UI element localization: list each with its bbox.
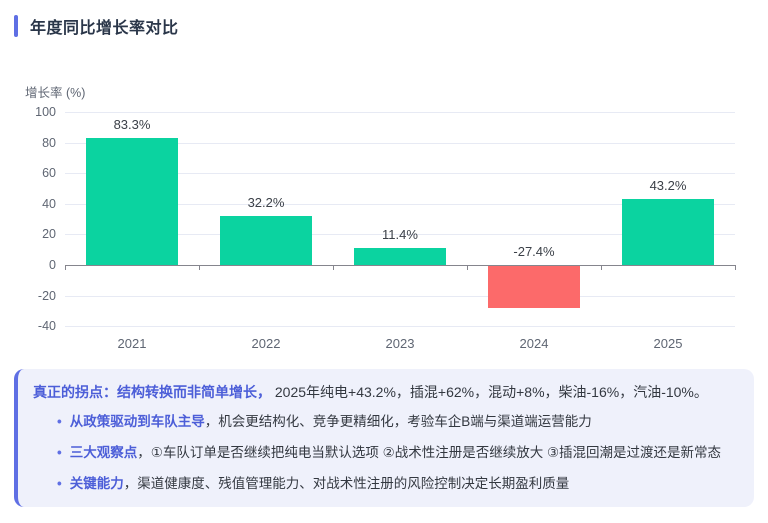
bar-value-label: -27.4% xyxy=(513,244,555,259)
bar-2025[interactable] xyxy=(622,198,714,265)
insight-bullet-capability: • 关键能力，渠道健康度、残值管理能力、对战术性注册的风险控制决定长期盈利质量 xyxy=(57,473,738,495)
x-tick-label: 2021 xyxy=(117,336,147,351)
bullet-strong: 三大观察点 xyxy=(69,445,138,460)
bullet-dot-icon: • xyxy=(57,476,62,491)
bullet-dot-icon: • xyxy=(57,445,62,460)
y-tick-label: -20 xyxy=(37,288,56,303)
growth-chart-section: 增长率 (%) 100 80 60 40 20 0 -20 -40 83.3% 2021 32.2%… xyxy=(0,82,768,356)
insight-card: 真正的拐点：结构转换而非简单增长， 2025年纯电+43.2%，插混+62%，混… xyxy=(14,369,754,507)
axis-tick xyxy=(601,265,602,270)
axis-tick xyxy=(735,265,736,270)
insight-lead-rest: 2025年纯电+43.2%，插混+62%，混动+8%，柴油-16%，汽油-10%… xyxy=(274,384,708,400)
insight-lead-strong: 真正的拐点：结构转换而非简单增长， xyxy=(33,384,271,400)
x-tick-label: 2023 xyxy=(385,336,415,351)
bullet-strong: 从政策驱动到车队主导 xyxy=(69,414,205,429)
bullet-strong: 关键能力 xyxy=(69,476,124,491)
grid-line xyxy=(65,112,735,113)
axis-tick xyxy=(65,265,66,270)
grid-line xyxy=(65,326,735,328)
bar-2023[interactable] xyxy=(354,247,446,265)
insight-bullet-observations: • 三大观察点，①车队订单是否继续把纯电当默认选项 ②战术性注册是否继续放大 ③插… xyxy=(57,442,738,464)
grid-line xyxy=(65,173,735,175)
bar-value-label: 11.4% xyxy=(382,226,418,242)
bar-value-label: 83.3% xyxy=(113,116,151,132)
y-tick-label: 60 xyxy=(42,166,56,181)
page-title: 年度同比增长率对比 xyxy=(30,20,179,37)
grid-line xyxy=(65,295,735,297)
y-axis-title: 增长率 (%) xyxy=(25,86,86,100)
y-tick-label: 100 xyxy=(35,105,56,119)
axis-tick xyxy=(199,265,200,270)
bar-2024[interactable] xyxy=(488,266,580,308)
bullet-rest: ，渠道健康度、残值管理能力、对战术性注册的风险控制决定长期盈利质量 xyxy=(123,476,570,491)
page: 年度同比增长率对比 增长率 (%) 100 80 60 40 20 0 -20 -40 83.3… xyxy=(0,0,768,507)
bullet-dot-icon: • xyxy=(57,414,62,429)
bullet-rest: ，①车队订单是否继续把纯电当默认选项 ②战术性注册是否继续放大 ③插混回潮是过渡… xyxy=(137,445,722,460)
axis-tick xyxy=(333,265,334,270)
y-tick-label: 20 xyxy=(42,227,56,242)
x-axis-line xyxy=(65,265,735,266)
x-tick-label: 2022 xyxy=(251,336,281,351)
y-tick-label: 80 xyxy=(42,135,56,150)
grid-line xyxy=(65,234,735,236)
grid-line xyxy=(65,142,735,144)
y-tick-label: 40 xyxy=(42,196,56,211)
y-tick-label: -40 xyxy=(37,319,56,334)
x-tick-label: 2025 xyxy=(653,336,683,351)
bar-value-label: 43.2% xyxy=(649,177,687,193)
insight-lead: 真正的拐点：结构转换而非简单增长， 2025年纯电+43.2%，插混+62%，混… xyxy=(33,381,738,403)
grid-line xyxy=(65,203,735,205)
bar-value-label: 32.2% xyxy=(247,194,285,210)
x-tick-label: 2024 xyxy=(519,336,549,351)
y-tick-label: 0 xyxy=(49,258,56,272)
bar-2022[interactable] xyxy=(220,215,312,265)
bar-2021[interactable] xyxy=(86,137,178,265)
axis-tick xyxy=(467,265,468,270)
bar-chart-plot: 100 80 60 40 20 0 -20 -40 83.3% 2021 32.2% 2022 11.4… xyxy=(0,104,768,356)
section-header: 年度同比增长率对比 xyxy=(0,0,768,38)
bullet-rest: ，机会更结构化、竞争更精细化，考验车企B端与渠道端运营能力 xyxy=(204,414,592,429)
insight-bullet-policy: • 从政策驱动到车队主导，机会更结构化、竞争更精细化，考验车企B端与渠道端运营能力 xyxy=(57,411,738,433)
insight-list: • 从政策驱动到车队主导，机会更结构化、竞争更精细化，考验车企B端与渠道端运营能力… xyxy=(33,411,738,495)
title-accent-bar xyxy=(14,15,18,37)
